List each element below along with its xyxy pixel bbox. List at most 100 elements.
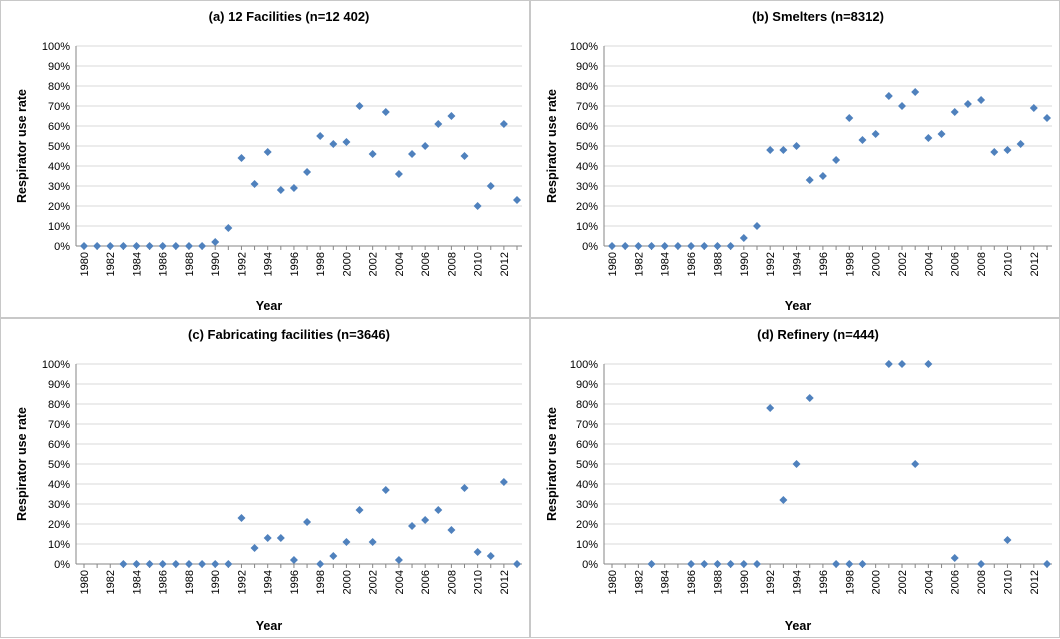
x-tick-label: 2004 bbox=[394, 252, 406, 276]
x-tick-label: 1990 bbox=[210, 252, 222, 276]
y-tick-label: 80% bbox=[48, 81, 70, 93]
data-point bbox=[911, 460, 920, 468]
data-point bbox=[726, 560, 735, 568]
data-point bbox=[858, 560, 867, 568]
data-point bbox=[911, 88, 920, 96]
y-tick-label: 60% bbox=[576, 439, 598, 451]
data-point bbox=[263, 148, 272, 156]
data-point bbox=[421, 142, 430, 150]
x-axis-label: Year bbox=[256, 619, 283, 633]
y-tick-label: 60% bbox=[48, 439, 70, 451]
x-tick-label: 2006 bbox=[420, 252, 432, 276]
y-tick-label: 40% bbox=[576, 161, 598, 173]
x-tick-label: 2004 bbox=[923, 252, 935, 276]
data-point bbox=[832, 156, 841, 164]
chart-a: (a) 12 Facilities (n=12 402) 0% 10% 20% 30% 4… bbox=[15, 9, 522, 313]
data-point bbox=[460, 152, 469, 160]
x-tick-label: 2008 bbox=[976, 570, 988, 594]
data-point bbox=[198, 560, 207, 568]
data-point bbox=[119, 242, 128, 250]
data-point bbox=[329, 140, 338, 148]
data-point bbox=[145, 242, 154, 250]
y-tick-label: 90% bbox=[48, 61, 70, 73]
y-tick-label: 80% bbox=[576, 81, 598, 93]
data-point bbox=[726, 242, 735, 250]
data-point bbox=[93, 242, 102, 250]
x-tick-label: 2004 bbox=[923, 570, 935, 594]
data-point bbox=[342, 538, 351, 546]
x-tick-label: 1980 bbox=[607, 570, 619, 594]
x-tick-label: 2012 bbox=[499, 570, 511, 594]
x-tick-label: 1990 bbox=[739, 252, 751, 276]
data-point bbox=[119, 560, 128, 568]
x-tick-label: 1982 bbox=[105, 252, 117, 276]
x-tick-label: 2010 bbox=[1002, 252, 1014, 276]
data-point bbox=[408, 522, 417, 530]
y-tick-label: 70% bbox=[48, 101, 70, 113]
y-tick-label: 80% bbox=[48, 399, 70, 411]
data-point bbox=[779, 496, 788, 504]
y-tick-label: 10% bbox=[576, 221, 598, 233]
data-point bbox=[792, 142, 801, 150]
data-point bbox=[132, 560, 141, 568]
data-point bbox=[171, 560, 180, 568]
x-tick-label: 1994 bbox=[263, 252, 275, 276]
data-point bbox=[513, 196, 521, 204]
data-point bbox=[660, 242, 669, 250]
data-point bbox=[977, 560, 986, 568]
y-tick-label: 0% bbox=[582, 241, 598, 253]
data-point bbox=[368, 150, 377, 158]
data-point bbox=[316, 132, 325, 140]
x-tick-label: 2008 bbox=[446, 570, 458, 594]
y-tick-label: 20% bbox=[48, 201, 70, 213]
data-point bbox=[766, 146, 775, 154]
chart-title: (c) Fabricating facilities (n=3646) bbox=[188, 327, 390, 342]
data-point bbox=[621, 242, 630, 250]
x-tick-label: 2000 bbox=[871, 252, 883, 276]
chart-c: (c) Fabricating facilities (n=3646) 0% 10%… bbox=[15, 327, 522, 633]
chart-panel-c: (c) Fabricating facilities (n=3646) 0% 10%… bbox=[0, 318, 530, 638]
x-tick-label: 1992 bbox=[236, 252, 248, 276]
data-point bbox=[408, 150, 417, 158]
y-tick-label: 40% bbox=[48, 161, 70, 173]
y-tick-label: 50% bbox=[576, 141, 598, 153]
y-tick-label: 40% bbox=[48, 479, 70, 491]
data-point bbox=[158, 242, 167, 250]
data-point bbox=[700, 242, 709, 250]
x-tick-label: 1986 bbox=[686, 252, 698, 276]
y-tick-label: 0% bbox=[54, 559, 70, 571]
x-tick-label: 1984 bbox=[660, 252, 672, 276]
y-axis-label: Respirator use rate bbox=[545, 407, 559, 521]
y-tick-label: 90% bbox=[576, 379, 598, 391]
x-tick-label: 2000 bbox=[871, 570, 883, 594]
y-tick-label: 100% bbox=[42, 41, 70, 53]
data-point bbox=[132, 242, 141, 250]
x-tick-label: 2004 bbox=[394, 570, 406, 594]
x-tick-label: 2008 bbox=[976, 252, 988, 276]
x-tick-label: 1998 bbox=[315, 570, 327, 594]
y-tick-label: 80% bbox=[576, 399, 598, 411]
chart-title: (d) Refinery (n=444) bbox=[757, 327, 879, 342]
data-point bbox=[250, 180, 259, 188]
x-tick-label: 2006 bbox=[950, 570, 962, 594]
chart-title: (a) 12 Facilities (n=12 402) bbox=[209, 9, 370, 24]
data-point bbox=[289, 556, 298, 564]
data-point bbox=[499, 120, 508, 128]
data-point bbox=[394, 170, 403, 178]
x-tick-label: 1982 bbox=[633, 570, 645, 594]
x-tick-label: 2006 bbox=[950, 252, 962, 276]
data-point bbox=[739, 560, 748, 568]
data-point bbox=[805, 176, 814, 184]
y-tick-label: 20% bbox=[48, 519, 70, 531]
y-tick-label: 30% bbox=[48, 181, 70, 193]
x-tick-label: 1984 bbox=[660, 570, 672, 594]
data-point bbox=[447, 112, 456, 120]
data-point bbox=[792, 460, 801, 468]
y-tick-label: 90% bbox=[48, 379, 70, 391]
x-tick-label: 1998 bbox=[844, 252, 856, 276]
data-point bbox=[937, 130, 946, 138]
chart-panel-a: (a) 12 Facilities (n=12 402) 0% 10% 20% 30% 4… bbox=[0, 0, 530, 318]
x-tick-label: 1988 bbox=[184, 570, 196, 594]
y-axis-label: Respirator use rate bbox=[545, 89, 559, 203]
